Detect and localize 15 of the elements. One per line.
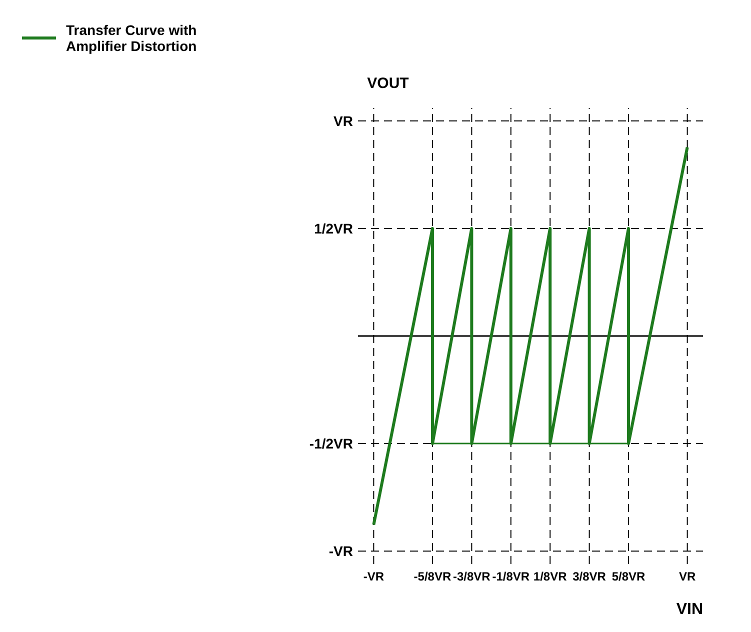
x-tick-label: -3/8VR: [453, 570, 491, 584]
x-tick-label: -5/8VR: [414, 570, 452, 584]
y-axis-title: VOUT: [367, 75, 409, 92]
x-tick-label: -VR: [363, 570, 384, 584]
ref-line-label: -1/2VR: [309, 436, 353, 452]
x-tick-label: 3/8VR: [572, 570, 606, 584]
x-tick-label: 1/8VR: [533, 570, 568, 584]
x-tick-label: -1/8VR: [492, 570, 530, 584]
ref-line-label: -VR: [328, 543, 353, 560]
ref-line-label: VR: [334, 112, 353, 129]
x-tick-label: VR: [678, 570, 696, 584]
legend-label: Transfer Curve with Amplifier Distortion: [66, 22, 198, 54]
x-axis-title: VIN: [676, 601, 703, 618]
ref-line-label: 1/2VR: [314, 220, 353, 236]
x-tick-label: 5/8VR: [612, 570, 646, 584]
